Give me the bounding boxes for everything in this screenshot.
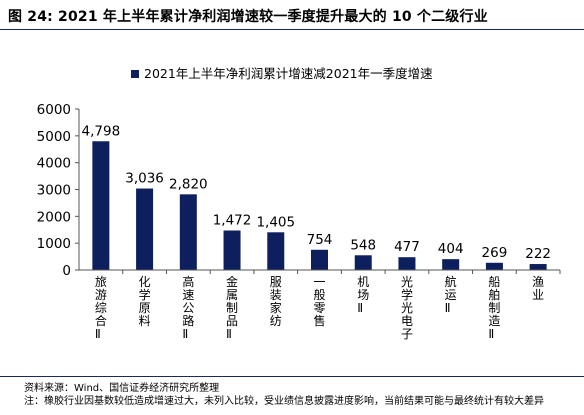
y-tick-label: 2000 — [37, 209, 71, 225]
figure-title: 图 24: 2021 年上半年累计净利润增速较一季度提升最大的 10 个二级行业 — [8, 9, 488, 25]
y-tick-label: 4000 — [37, 156, 71, 172]
y-tick-label: 5000 — [37, 129, 71, 145]
bar — [92, 141, 110, 270]
footnote: 注：橡胶行业因基数较低造成增速过大，未列入比较，受业绩信息披露进度影响，当前结果… — [24, 396, 544, 407]
category-label: 船舶制造Ⅱ — [488, 275, 500, 341]
bar — [179, 194, 197, 270]
x-axis: 旅游综合Ⅱ 化学原料 高速公路Ⅱ 金属制品Ⅱ 服装家纺 一般零售 机场Ⅱ 光学光电子 航运Ⅱ 船舶… — [79, 269, 561, 341]
category-label: 旅游综合Ⅱ — [95, 275, 107, 341]
bar — [311, 249, 328, 270]
legend: 2021年上半年净利润累计增速减2021年一季度增速 — [131, 66, 433, 81]
bar — [267, 232, 285, 270]
data-label: 477 — [394, 239, 420, 255]
data-label: 269 — [482, 245, 508, 261]
data-label: 2,820 — [169, 176, 208, 192]
bars — [92, 141, 547, 270]
legend-swatch — [131, 70, 139, 78]
legend-label: 2021年上半年净利润累计增速减2021年一季度增速 — [144, 66, 433, 81]
y-axis: 0 1000 2000 3000 4000 5000 6000 — [37, 102, 80, 279]
category-label: 光学光电子 — [401, 275, 413, 341]
category-label: 服装家纺 — [270, 275, 282, 328]
footer-divider — [0, 376, 584, 377]
category-label: 金属制品Ⅱ — [226, 274, 238, 341]
data-labels: 4,798 3,036 2,820 1,472 1,405 754 548 477 404 269… — [82, 123, 551, 262]
data-label: 404 — [438, 241, 464, 257]
bar-chart: 2021年上半年净利润累计增速减2021年一季度增速 0 1000 2000 3000… — [37, 66, 561, 341]
y-tick-label: 6000 — [37, 102, 71, 118]
bar — [354, 255, 372, 270]
category-label: 高速公路Ⅱ — [182, 274, 194, 341]
category-label: 机场Ⅱ — [357, 275, 369, 315]
data-label: 222 — [525, 246, 551, 262]
category-label: 航运Ⅱ — [445, 274, 457, 315]
category-label: 化学原料 — [139, 275, 151, 328]
title-divider — [0, 29, 584, 30]
bar — [223, 230, 241, 270]
category-label: 渔业 — [532, 275, 544, 302]
bar — [442, 259, 460, 270]
data-label: 1,472 — [213, 213, 252, 229]
category-label: 一般零售 — [314, 275, 326, 328]
bar — [398, 257, 416, 270]
bar — [529, 264, 547, 270]
data-label: 1,405 — [256, 214, 295, 230]
data-label: 548 — [350, 237, 376, 253]
data-label: 4,798 — [82, 123, 121, 139]
bar — [136, 188, 154, 270]
y-tick-label: 3000 — [37, 183, 71, 199]
data-label: 3,036 — [125, 171, 164, 187]
source-note: 资料来源：Wind、国信证券经济研究所整理 — [24, 383, 220, 394]
bar — [485, 262, 503, 270]
data-label: 754 — [307, 232, 333, 248]
y-tick-label: 0 — [62, 263, 71, 279]
y-tick-label: 1000 — [37, 236, 71, 252]
